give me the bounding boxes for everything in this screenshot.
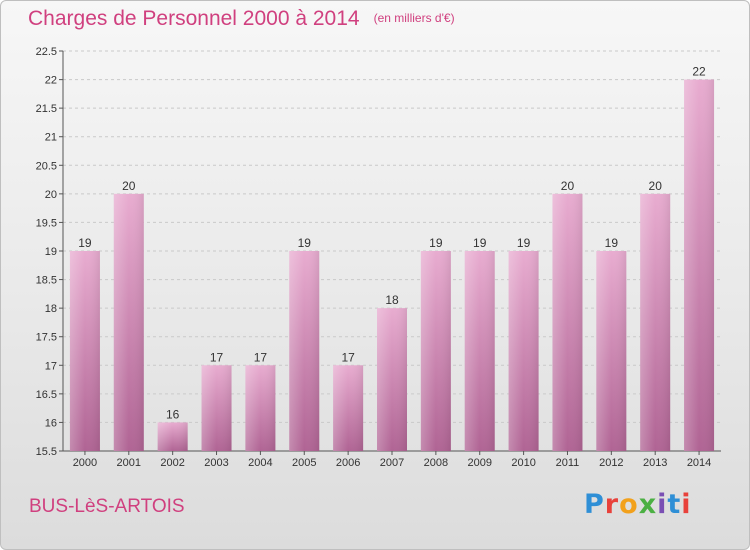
bar-group xyxy=(245,365,276,451)
bar-value-label: 20 xyxy=(649,179,663,193)
y-tick-label: 21 xyxy=(45,132,57,144)
bar-shine xyxy=(201,365,232,451)
x-tick-label: 2003 xyxy=(204,457,228,469)
y-tick-label: 16 xyxy=(45,417,57,429)
x-tick-label: 2007 xyxy=(380,457,404,469)
bar-group xyxy=(377,308,407,451)
bar-shine xyxy=(113,193,144,451)
bar-shine xyxy=(684,79,715,452)
y-tick-label: 18 xyxy=(45,303,57,315)
x-tick-label: 2014 xyxy=(687,457,711,469)
x-tick-label: 2009 xyxy=(467,457,491,469)
y-tick-label: 17.5 xyxy=(36,332,57,344)
logo-letter: r xyxy=(604,489,620,520)
y-tick-label: 15.5 xyxy=(36,446,57,458)
label-layer: 19 20 16 17 17 19 17 18 19 19 19 20 19 20 22 xyxy=(78,65,706,422)
bar-value-label: 19 xyxy=(517,236,531,250)
bar-shine xyxy=(596,251,627,451)
x-tick-label: 2012 xyxy=(599,457,623,469)
x-tick-label: 2004 xyxy=(248,457,272,469)
bar-shine xyxy=(333,365,364,451)
bar-group xyxy=(508,251,539,451)
bar-value-label: 20 xyxy=(561,179,575,193)
y-tick-label: 18.5 xyxy=(36,275,57,287)
bar-shine xyxy=(377,308,407,451)
bar-shine xyxy=(640,193,671,451)
logo-letter: o xyxy=(619,489,639,520)
logo-letter: i xyxy=(681,489,692,520)
bar-value-label: 19 xyxy=(429,236,443,250)
bar-group xyxy=(69,251,100,451)
bar-value-label: 18 xyxy=(385,293,399,307)
y-tick-label: 21.5 xyxy=(36,103,57,115)
y-tick-label: 20.5 xyxy=(36,160,57,172)
bar-shine xyxy=(289,251,320,451)
bar-group xyxy=(333,365,364,451)
bar-layer xyxy=(69,79,715,452)
x-tick-label: 2006 xyxy=(336,457,360,469)
bar-value-label: 17 xyxy=(254,350,268,364)
bar-value-label: 19 xyxy=(78,236,92,250)
y-tick-label: 22.5 xyxy=(36,46,57,58)
bar-group xyxy=(113,193,144,451)
x-tick-label: 2002 xyxy=(160,457,184,469)
bar-shine xyxy=(420,251,451,451)
bar-group xyxy=(464,251,495,451)
y-tick-label: 19.5 xyxy=(36,217,57,229)
bar-group xyxy=(640,193,671,451)
y-tick-label: 20 xyxy=(45,189,57,201)
bar-group xyxy=(552,193,583,451)
x-tick-label: 2005 xyxy=(292,457,316,469)
bar-value-label: 22 xyxy=(692,65,706,79)
bar-value-label: 20 xyxy=(122,179,136,193)
bar-group xyxy=(420,251,451,451)
bar-shine xyxy=(69,251,100,451)
chart-title: Charges de Personnel 2000 à 2014 (en mill… xyxy=(28,7,455,31)
proxiti-logo: Proxiti xyxy=(584,489,692,520)
bar-shine xyxy=(552,193,583,451)
bar-shine xyxy=(508,251,539,451)
bar-group xyxy=(289,251,320,451)
x-tick-label: 2010 xyxy=(511,457,535,469)
bar-value-label: 19 xyxy=(473,236,487,250)
x-tick-label: 2001 xyxy=(117,457,141,469)
logo-letter: i xyxy=(657,489,668,520)
commune-name: BUS-LèS-ARTOIS xyxy=(29,496,185,517)
bar-group xyxy=(684,79,715,452)
axis-layer: 15.5 16 16.5 17 17.5 18 18.5 19 19.5 20 20.5 21 21.5… xyxy=(36,46,721,469)
bar-shine xyxy=(464,251,495,451)
bar-value-label: 17 xyxy=(210,350,224,364)
x-tick-label: 2000 xyxy=(73,457,97,469)
y-tick-label: 16.5 xyxy=(36,389,57,401)
x-tick-label: 2011 xyxy=(556,457,580,469)
x-tick-label: 2013 xyxy=(643,457,667,469)
bar-value-label: 19 xyxy=(605,236,619,250)
bar-value-label: 17 xyxy=(341,350,355,364)
logo-letter: P xyxy=(584,489,605,520)
bar-shine xyxy=(245,365,276,451)
bar-value-label: 19 xyxy=(298,236,312,250)
chart-title-text: Charges de Personnel 2000 à 2014 xyxy=(28,7,360,30)
chart-subtitle: (en milliers d'€) xyxy=(373,11,455,25)
bar-group xyxy=(201,365,232,451)
logo-letter: x xyxy=(638,489,658,520)
bar-value-label: 16 xyxy=(166,407,180,421)
y-tick-label: 17 xyxy=(45,360,57,372)
logo-letter: t xyxy=(667,489,682,520)
y-tick-label: 19 xyxy=(45,246,57,258)
x-tick-label: 2008 xyxy=(424,457,448,469)
bar-group xyxy=(596,251,627,451)
bar-shine xyxy=(157,422,188,451)
bar-group xyxy=(157,422,188,451)
y-tick-label: 22 xyxy=(45,75,57,87)
